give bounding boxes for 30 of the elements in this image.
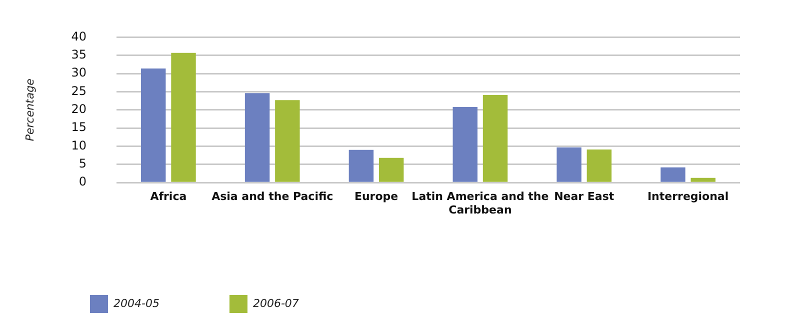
- bar: [348, 150, 374, 182]
- y-tick-label: 40: [71, 29, 86, 44]
- x-tick-label: Asia and the Pacific: [212, 190, 334, 204]
- x-tick-label: Latin America and the Caribbean: [412, 190, 549, 216]
- bar: [452, 106, 478, 182]
- bar: [378, 158, 404, 182]
- x-tick-label: Interregional: [647, 190, 729, 204]
- bar: [244, 93, 270, 182]
- bar: [556, 147, 582, 182]
- y-tick-label: 15: [71, 120, 86, 134]
- y-tick-label: 20: [71, 102, 86, 116]
- y-tick-label: 0: [78, 174, 86, 189]
- bar: [171, 52, 196, 182]
- y-tick-label: 10: [71, 138, 86, 152]
- y-tick-label: 35: [71, 48, 86, 62]
- y-axis-title: Percentage: [23, 78, 36, 142]
- bar: [586, 150, 612, 182]
- bar: [690, 178, 716, 182]
- bar: [482, 94, 508, 182]
- bar: [275, 100, 300, 182]
- x-tick-label: Africa: [150, 190, 187, 204]
- y-tick-label: 25: [71, 84, 86, 98]
- legend-label: 2004-05: [114, 296, 160, 310]
- legend-label: 2006-07: [252, 296, 299, 310]
- x-tick-label: Europe: [354, 190, 398, 204]
- bar: [660, 167, 686, 182]
- x-tick-label: Near East: [554, 190, 614, 204]
- y-tick-label: 30: [71, 66, 86, 80]
- y-tick-label: 5: [78, 156, 86, 171]
- bar: [141, 68, 166, 182]
